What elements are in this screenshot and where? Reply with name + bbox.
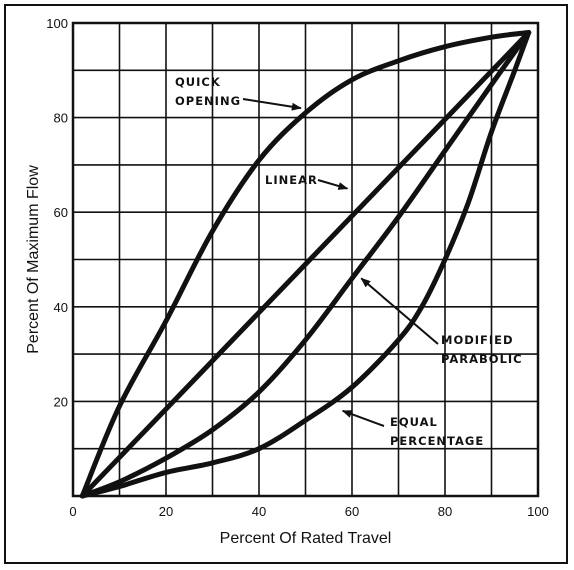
y-tick-label: 40 <box>54 300 68 315</box>
y-tick-label: 100 <box>46 16 68 31</box>
equal-percentage-label: EQUAL PERCENTAGE <box>390 415 484 448</box>
modified-parabolic-label: MODIFIED PARABOLIC <box>441 333 523 366</box>
annotation-arrow <box>360 277 439 345</box>
modified-parabolic-curve <box>79 30 532 499</box>
linear-label: LINEAR <box>265 173 318 187</box>
x-axis-label: Percent Of Rated Travel <box>220 530 392 547</box>
quick-opening-curve <box>79 30 532 499</box>
plot-border <box>71 21 540 498</box>
tick-labels: 0 20 40 60 80 100 20 40 60 80 100 <box>46 16 549 519</box>
quick-opening-label: QUICK OPENING <box>175 75 241 108</box>
x-tick-label: 80 <box>438 504 452 519</box>
x-tick-label: 20 <box>159 504 173 519</box>
y-axis-label: Percent Of Maximum Flow <box>25 165 42 354</box>
y-tick-label: 60 <box>54 205 68 220</box>
x-tick-label: 60 <box>345 504 359 519</box>
annotation-arrow <box>317 179 349 190</box>
series-group <box>79 30 532 499</box>
y-tick-label: 20 <box>54 394 68 409</box>
annotation-arrow <box>341 409 385 427</box>
x-tick-label: 100 <box>527 504 549 519</box>
figure-frame <box>4 4 568 564</box>
x-tick-label: 40 <box>252 504 266 519</box>
linear-curve <box>79 30 532 499</box>
grid-lines <box>73 23 538 496</box>
annotation-arrow <box>242 98 302 111</box>
annotation-group: QUICK OPENING LINEAR MODIFIED PARABOLIC EQUAL… <box>175 75 523 448</box>
equal-percentage-curve <box>79 30 532 499</box>
y-tick-label: 80 <box>54 111 68 126</box>
x-tick-label: 0 <box>69 504 76 519</box>
